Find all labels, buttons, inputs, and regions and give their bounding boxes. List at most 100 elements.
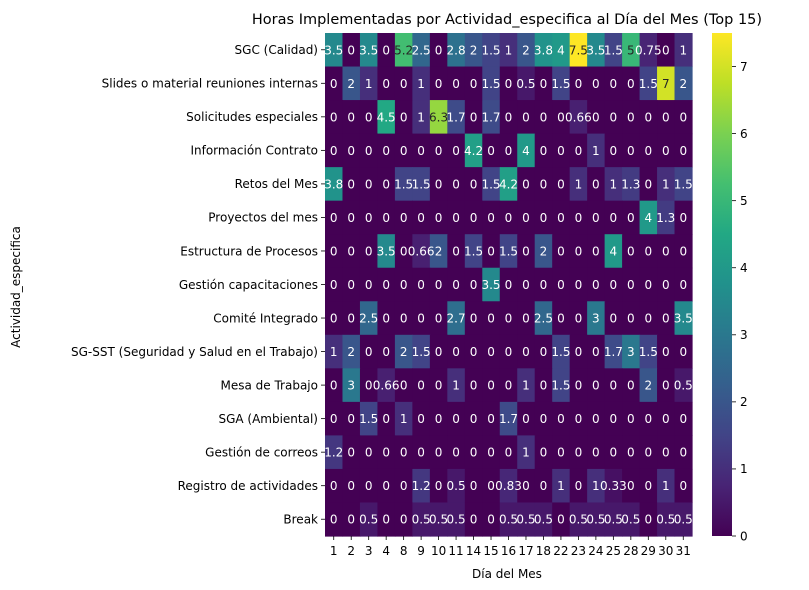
heatmap-cell: [482, 33, 501, 68]
heatmap-cell: [394, 33, 413, 68]
heatmap-cell: [447, 435, 466, 470]
colorbar-tick-label: 5: [740, 194, 748, 208]
cell-value-label: 0: [382, 513, 390, 527]
heatmap-cell: [394, 301, 413, 336]
cell-value-label: 1.2: [412, 479, 431, 493]
heatmap-cell: [499, 234, 518, 269]
heatmap-cell: [482, 468, 501, 504]
cell-value-label: 5.2: [394, 43, 413, 57]
cell-value-label: 0: [557, 278, 565, 292]
heatmap-cell: [534, 502, 553, 537]
cell-value-label: 0: [365, 177, 373, 191]
cell-value-label: 2.5: [359, 312, 378, 326]
heatmap-cell: [517, 502, 536, 537]
cell-value-label: 0.5: [429, 513, 448, 527]
heatmap-cell: [552, 234, 571, 269]
cell-value-label: 3.5: [377, 244, 396, 258]
cell-value-label: 0: [487, 446, 495, 460]
colorbar-tick-label: 7: [740, 60, 748, 74]
cell-value-label: 0: [452, 345, 460, 359]
heatmap-cell: [604, 234, 623, 269]
heatmap-cell: [342, 100, 361, 135]
heatmap-cell: [517, 100, 536, 135]
cell-value-label: 0: [575, 312, 583, 326]
heatmap-cell: [499, 133, 518, 168]
heatmap-cell: [587, 468, 606, 504]
cell-value-label: 0: [365, 379, 373, 393]
heatmap-cell: [377, 401, 396, 436]
cell-value-label: 0: [575, 446, 583, 460]
cell-value-label: 0: [627, 110, 635, 124]
cell-value-label: 0: [592, 110, 600, 124]
cell-value-label: 0: [540, 144, 548, 158]
cell-value-label: 0.5: [447, 479, 466, 493]
colorbar-ticks: 0 1 2 3 4 5 6 7: [732, 60, 748, 543]
heatmap-cell: [394, 401, 413, 436]
cell-value-label: 0: [365, 244, 373, 258]
cell-value-label: 0: [679, 278, 687, 292]
heatmap-cell: [674, 468, 693, 504]
heatmap-cell: [342, 200, 361, 235]
cell-value-label: 0: [610, 278, 618, 292]
heatmap-cell: [657, 401, 676, 436]
cell-value-label: 1.7: [481, 110, 500, 124]
heatmap-cell: [587, 167, 606, 202]
heatmap-cell: [587, 33, 606, 68]
heatmap-cell: [517, 66, 536, 101]
cell-value-label: 0: [487, 345, 495, 359]
heatmap-cell: [447, 234, 466, 269]
cell-value-label: 0: [679, 211, 687, 225]
heatmap-cell: [359, 468, 379, 504]
cell-value-label: 0.5: [412, 513, 431, 527]
heatmap-cell: [412, 66, 431, 101]
x-tick-label: 29: [641, 544, 656, 558]
colorbar-tick-label: 4: [740, 261, 748, 275]
cell-value-label: 0: [470, 77, 478, 91]
cell-value-label: 0: [347, 144, 355, 158]
colorbar-tick-label: 3: [740, 328, 748, 342]
heatmap-cell: [674, 200, 693, 235]
cell-value-label: 0.5: [516, 77, 535, 91]
cell-value-label: 3.8: [534, 43, 553, 57]
heatmap-cell: [377, 435, 396, 470]
cell-value-label: 0: [644, 110, 652, 124]
heatmap-cell: [534, 66, 553, 101]
heatmap-cell: [359, 301, 379, 336]
heatmap-cell: [552, 133, 571, 168]
cell-value-label: 0: [487, 244, 495, 258]
cell-value-label: 0: [679, 244, 687, 258]
cell-value-label: 0: [347, 110, 355, 124]
cell-value-label: 2: [347, 345, 355, 359]
heatmap-cell: [325, 435, 344, 470]
heatmap-cell: [325, 401, 344, 436]
cell-value-label: 2: [470, 43, 478, 57]
cell-value-label: 0: [452, 412, 460, 426]
cell-value-label: 0: [470, 177, 478, 191]
cell-value-label: 0: [575, 479, 583, 493]
cell-value-label: 0: [575, 345, 583, 359]
cell-value-label: 0: [470, 110, 478, 124]
heatmap-cell: [639, 368, 658, 403]
heatmap-cell: [325, 66, 344, 101]
cell-value-label: 1: [575, 177, 583, 191]
cell-value-label: 1.5: [499, 244, 518, 258]
heatmap-cell: [412, 468, 431, 504]
cell-value-label: 0: [435, 177, 443, 191]
heatmap-cell: [429, 200, 448, 235]
cell-value-label: 1: [679, 43, 687, 57]
heatmap-cell: [499, 435, 518, 470]
heatmap-cell: [412, 100, 431, 135]
heatmap-cell: [325, 334, 344, 369]
heatmap-cell: [639, 234, 658, 269]
heatmap-cell: [464, 301, 483, 336]
cell-value-label: 1.5: [412, 345, 431, 359]
cell-value-label: 0: [452, 244, 460, 258]
heatmap-cell: [517, 301, 536, 336]
cell-value-label: 4: [522, 144, 530, 158]
cell-value-label: 0: [330, 312, 338, 326]
heatmap-cell: [325, 301, 344, 336]
heatmap-cell: [447, 267, 466, 302]
cell-value-label: 6.3: [429, 110, 448, 124]
cell-value-label: 0: [435, 312, 443, 326]
